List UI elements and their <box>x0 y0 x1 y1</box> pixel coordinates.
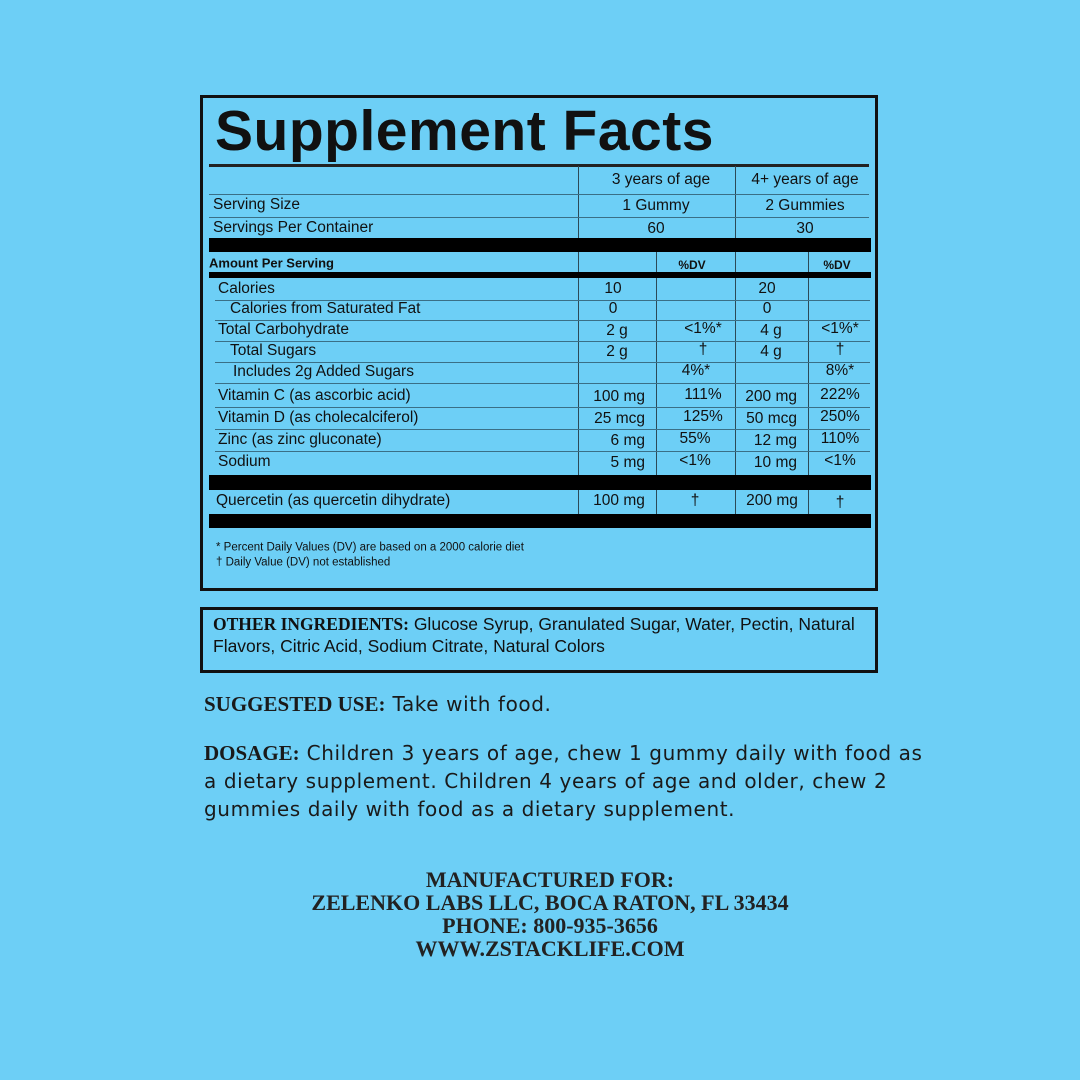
nutrient-label: Calories <box>218 280 275 297</box>
column-divider <box>578 166 579 528</box>
row-rule <box>215 341 870 342</box>
daily-value: † <box>835 494 845 511</box>
daily-value: 250% <box>820 408 860 425</box>
dv-header: %DV <box>823 258 851 272</box>
amount-value: 25 mcg <box>594 410 645 427</box>
dosage: DOSAGE: Children 3 years of age, chew 1 … <box>204 739 923 823</box>
serving-size-value: 1 Gummy <box>622 197 690 214</box>
nutrient-label: Zinc (as zinc gluconate) <box>218 431 382 448</box>
nutrient-label: Total Sugars <box>230 342 317 359</box>
row-rule <box>215 300 870 301</box>
servings-value: 30 <box>796 220 814 237</box>
nutrient-label: Total Carbohydrate <box>218 321 349 338</box>
divider-bar <box>209 514 871 528</box>
column-divider <box>735 166 736 528</box>
row-rule <box>209 194 869 195</box>
amount-value: 12 mg <box>753 432 797 449</box>
daily-value: 111% <box>684 386 722 403</box>
daily-value: † <box>835 341 845 358</box>
servings-value: 60 <box>647 220 665 237</box>
ingredients-label: OTHER INGREDIENTS: <box>213 614 409 634</box>
daily-value: <1% <box>824 452 856 469</box>
divider-bar <box>209 475 871 490</box>
title-rule <box>209 164 869 167</box>
amount-value: 10 mg <box>753 454 797 471</box>
amount-value: 2 g <box>606 343 628 360</box>
amount-value: 20 <box>758 280 776 297</box>
suggested-use-text: Take with food. <box>385 692 552 716</box>
amount-value: 4 g <box>760 322 782 339</box>
serving-size-value: 2 Gummies <box>765 197 845 214</box>
daily-value: 222% <box>820 386 860 403</box>
manufacturer-heading: MANUFACTURED FOR: <box>425 867 675 892</box>
row-rule <box>215 451 870 452</box>
divider-bar <box>209 272 871 278</box>
daily-value: 4%* <box>681 362 711 379</box>
divider-bar <box>209 238 871 252</box>
amount-value: 50 mcg <box>746 410 797 427</box>
row-rule <box>215 407 870 408</box>
quercetin-label: Quercetin (as quercetin dihydrate) <box>216 492 451 509</box>
nutrient-label: Includes 2g Added Sugars <box>233 363 414 380</box>
nutrient-label: Sodium <box>218 453 271 470</box>
amount-value: 2 g <box>606 322 628 339</box>
amount-value: 100 mg <box>593 388 645 405</box>
servings-per-container-label: Servings Per Container <box>213 219 374 236</box>
dosage-line: Children 3 years of age, chew 1 gummy da… <box>299 741 923 765</box>
amount-value: 4 g <box>760 343 782 360</box>
row-rule <box>215 383 870 384</box>
row-rule <box>209 217 869 218</box>
nutrient-label: Vitamin C (as ascorbic acid) <box>218 387 411 404</box>
footnote: * Percent Daily Values (DV) are based on… <box>216 541 524 554</box>
manufacturer-website: WWW.ZSTACKLIFE.COM <box>415 936 685 961</box>
daily-value: † <box>690 492 700 509</box>
serving-size-label: Serving Size <box>213 196 301 213</box>
daily-value: 125% <box>683 408 723 425</box>
daily-value: 55% <box>679 430 711 447</box>
amount-value: 5 mg <box>610 454 645 471</box>
column-header: 4+ years of age <box>751 171 859 188</box>
daily-value: † <box>698 341 708 358</box>
row-rule <box>215 429 870 430</box>
amount-value: 10 <box>604 280 622 297</box>
dv-header: %DV <box>678 258 706 272</box>
daily-value: <1% <box>679 452 711 469</box>
row-rule <box>215 362 870 363</box>
dosage-line: gummies daily with food as a dietary sup… <box>204 797 736 821</box>
nutrient-label: Calories from Saturated Fat <box>230 300 421 317</box>
suggested-use-label: SUGGESTED USE: <box>204 692 386 716</box>
amount-value: 100 mg <box>593 492 645 509</box>
daily-value: 110% <box>820 430 860 447</box>
daily-value: <1%* <box>821 320 859 337</box>
manufacturer-name: ZELENKO LABS LLC, BOCA RATON, FL 33434 <box>311 890 789 915</box>
amount-value: 0 <box>762 300 772 317</box>
amount-value: 200 mg <box>746 492 798 509</box>
ingredients-text: Glucose Syrup, Granulated Sugar, Water, … <box>213 614 855 656</box>
daily-value: 8%* <box>825 362 855 379</box>
column-divider <box>656 252 657 528</box>
amount-per-serving-heading: Amount Per Serving <box>209 255 334 271</box>
dosage-line: a dietary supplement. Children 4 years o… <box>204 769 888 793</box>
nutrient-label: Vitamin D (as cholecalciferol) <box>218 409 419 426</box>
supplement-facts-panel: Supplement Facts 3 years of age 4+ years … <box>200 95 878 591</box>
panel-title: Supplement Facts <box>215 99 714 163</box>
column-header: 3 years of age <box>611 171 711 188</box>
daily-value: <1%* <box>684 320 722 337</box>
amount-value: 6 mg <box>610 432 645 449</box>
dosage-label: DOSAGE: <box>204 741 300 765</box>
footnote: † Daily Value (DV) not established <box>216 556 391 569</box>
other-ingredients-box: OTHER INGREDIENTS: Glucose Syrup, Granul… <box>200 607 878 673</box>
suggested-use: SUGGESTED USE: Take with food. <box>204 692 552 716</box>
row-rule <box>215 320 870 321</box>
manufacturer-phone: PHONE: 800-935-3656 <box>442 913 658 938</box>
amount-value: 200 mg <box>745 388 797 405</box>
column-divider <box>808 252 809 528</box>
amount-value: 0 <box>608 300 618 317</box>
